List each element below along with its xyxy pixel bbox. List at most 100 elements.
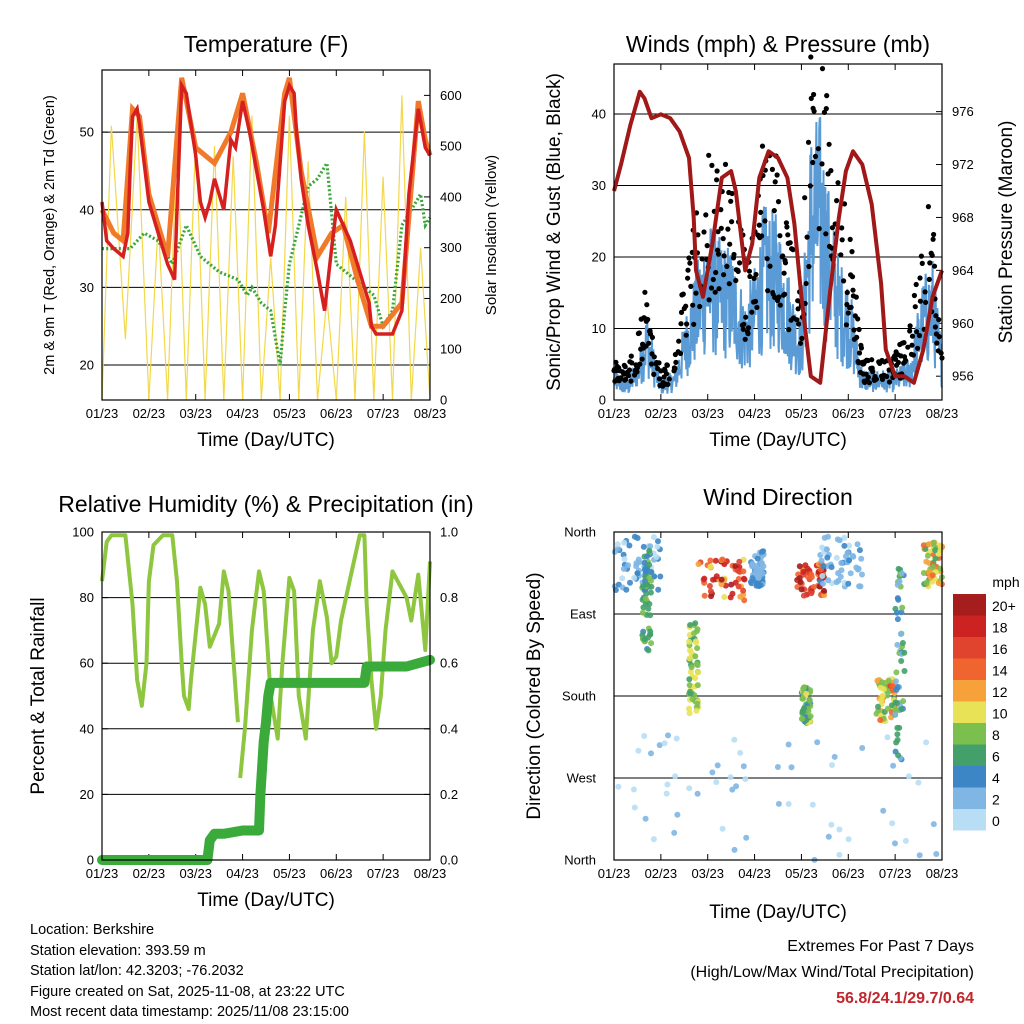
gust-point — [909, 333, 916, 339]
gust-point — [715, 247, 721, 253]
wind-direction-point — [820, 563, 827, 570]
gust-point — [693, 290, 699, 296]
gust-point — [777, 302, 783, 308]
wind-direction-point — [845, 580, 852, 587]
wind-direction-point — [890, 762, 897, 769]
wind-direction-point — [641, 733, 648, 739]
wind-direction-point — [623, 586, 630, 593]
gust-point — [922, 289, 928, 295]
wind-direction-point — [642, 815, 649, 822]
legend-label: 18 — [992, 620, 1008, 636]
wind-direction-point — [875, 703, 881, 710]
gust-point — [912, 304, 918, 310]
y-tick-label: 50 — [80, 125, 94, 140]
gust-point — [931, 231, 937, 238]
wind-direction-point — [758, 560, 765, 567]
extremes-block: Extremes For Past 7 Days (High/Low/Max W… — [690, 934, 974, 1012]
direction-label: East — [570, 607, 596, 622]
wind-direction-point — [735, 583, 742, 590]
wind-direction-point — [849, 553, 856, 559]
x-tick-label: 03/23 — [179, 406, 212, 421]
gust-point — [797, 340, 804, 346]
chart-title: Wind Direction — [703, 484, 853, 510]
gust-point — [684, 321, 690, 327]
wind-direction-point — [644, 553, 651, 560]
wind-direction-point — [874, 677, 881, 684]
gust-point — [841, 201, 848, 207]
gust-point — [901, 340, 907, 346]
wind-direction-point — [846, 557, 853, 564]
wind-direction-point — [694, 662, 701, 669]
x-axis-label: Time (Day/UTC) — [709, 902, 847, 923]
extremes-title: Extremes For Past 7 Days — [787, 938, 974, 955]
gust-point — [724, 263, 730, 269]
gust-point — [824, 93, 830, 99]
wind-direction-point — [611, 548, 618, 555]
gust-point — [764, 256, 770, 262]
gust-point — [666, 376, 672, 382]
wind-direction-point — [728, 581, 735, 588]
gust-point — [907, 323, 913, 329]
wind-direction-point — [915, 779, 922, 786]
wind-direction-point — [856, 547, 863, 554]
wind-direction-point — [836, 537, 843, 544]
x-tick-label: 05/23 — [273, 406, 306, 421]
wind-direction-point — [664, 781, 671, 788]
gust-point — [914, 329, 920, 335]
gust-point — [849, 274, 856, 280]
gust-point — [699, 256, 705, 262]
gust-point — [811, 108, 817, 114]
elevation-text: Station elevation: 393.59 m — [30, 942, 206, 959]
gust-point — [911, 292, 918, 299]
wind-direction-point — [844, 549, 851, 556]
wind-direction-point — [838, 560, 845, 566]
wind-direction-point — [686, 638, 693, 645]
y-axis-label: Percent & Total Rainfall — [28, 597, 49, 794]
wind-direction-point — [686, 676, 693, 683]
plot-frame — [613, 63, 943, 401]
y-tick-label: 20 — [592, 250, 606, 265]
wind-direction-point — [895, 565, 902, 572]
wind-direction-point — [706, 583, 713, 589]
temperature-panel: Temperature (F) 01/23 02/23 03/23 04/23 05/23… — [42, 31, 500, 451]
wind-direction-point — [651, 573, 658, 580]
wind-direction-point — [634, 570, 641, 577]
gust-point — [933, 313, 939, 319]
gust-point — [787, 240, 793, 246]
plot-frame — [101, 531, 431, 861]
gust-point — [785, 232, 791, 238]
gust-point — [926, 276, 932, 282]
gust-point — [808, 95, 814, 101]
gust-point — [695, 232, 701, 238]
wind-direction-point — [884, 692, 891, 699]
gust-point — [838, 252, 844, 258]
plot-frame — [101, 69, 431, 401]
wind-direction-point — [824, 554, 831, 561]
x-tick-label: 05/23 — [785, 866, 818, 881]
wind-direction-point — [719, 556, 726, 563]
wind-direction-point — [923, 739, 930, 746]
gust-point — [741, 321, 747, 327]
gust-point — [790, 247, 796, 253]
gust-point — [879, 376, 886, 382]
wind-direction-point — [885, 677, 892, 684]
wind-direction-point — [847, 570, 854, 577]
wind-direction-point — [689, 696, 696, 703]
gust-point — [685, 275, 691, 281]
wind-direction-point — [692, 675, 699, 681]
wind-direction-point — [695, 561, 702, 568]
gust-point — [745, 331, 751, 337]
wind-direction-point — [686, 785, 693, 792]
gust-point — [841, 278, 847, 284]
wind-direction-point — [645, 605, 652, 612]
wind-direction-point — [774, 764, 781, 770]
wind-direction-point — [920, 542, 927, 549]
y2-tick-label: 0.0 — [440, 853, 458, 868]
legend-label: 16 — [992, 641, 1008, 657]
gust-point — [796, 321, 802, 327]
wind-direction-point — [694, 790, 701, 797]
wind-direction-point — [896, 578, 903, 585]
gust-point — [771, 208, 777, 214]
wind-direction-point — [893, 739, 900, 746]
gust-point — [758, 209, 764, 215]
